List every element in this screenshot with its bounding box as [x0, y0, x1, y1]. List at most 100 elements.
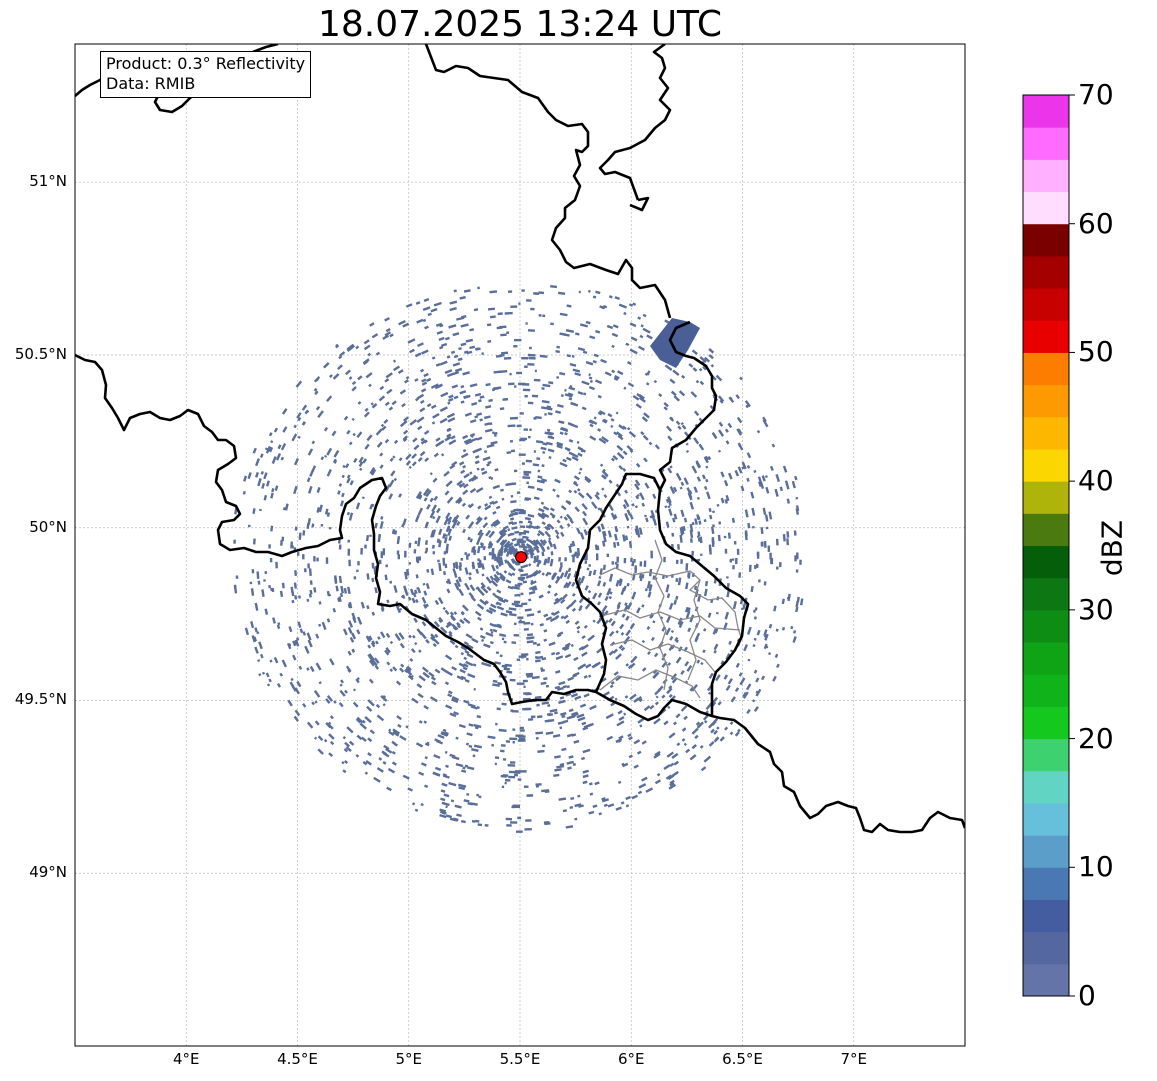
echo-pixel [464, 582, 470, 591]
echo-pixel [442, 606, 446, 611]
echo-pixel [421, 666, 429, 673]
echo-pixel [631, 794, 639, 800]
echo-pixel [499, 557, 504, 566]
echo-pixel [253, 538, 256, 545]
echo-pixel [414, 514, 420, 523]
echo-pixel [633, 655, 638, 660]
echo-pixel [528, 598, 532, 602]
echo-pixel [388, 406, 394, 411]
echo-pixel [517, 582, 523, 586]
echo-pixel [235, 575, 239, 579]
echo-pixel [402, 322, 410, 328]
echo-pixel [420, 762, 427, 767]
echo-pixel [347, 650, 352, 656]
echo-pixel [592, 804, 598, 808]
echo-pixel [523, 428, 529, 431]
echo-pixel [550, 322, 554, 326]
echo-pixel [565, 692, 572, 697]
echo-pixel [443, 536, 448, 544]
echo-pixel [756, 551, 760, 559]
echo-pixel [550, 551, 554, 556]
echo-pixel [667, 505, 671, 509]
echo-pixel [468, 576, 472, 581]
echo-pixel [379, 452, 384, 457]
echo-pixel [613, 542, 617, 548]
echo-pixel [435, 362, 441, 367]
echo-pixel [558, 681, 566, 686]
echo-pixel [417, 692, 424, 699]
echo-pixel [364, 771, 369, 775]
echo-pixel [717, 701, 722, 706]
echo-pixel [457, 576, 462, 583]
echo-pixel [626, 360, 632, 365]
echo-pixel [281, 536, 285, 542]
echo-pixel [775, 474, 781, 482]
echo-pixel [581, 756, 586, 761]
echo-pixel [556, 494, 560, 498]
echo-pixel [606, 553, 610, 558]
echo-pixel [544, 530, 551, 538]
echo-pixel [254, 646, 259, 654]
echo-pixel [716, 726, 720, 730]
echo-pixel [629, 662, 636, 669]
echo-pixel [668, 693, 673, 698]
echo-pixel [653, 717, 661, 725]
echo-pixel [308, 568, 312, 576]
echo-pixel [724, 428, 729, 433]
echo-pixel [665, 627, 671, 636]
echo-pixel [631, 503, 635, 507]
echo-pixel [306, 667, 310, 671]
echo-pixel [463, 394, 469, 399]
echo-pixel [462, 766, 466, 770]
echo-pixel [725, 684, 731, 691]
echo-pixel [259, 653, 264, 659]
echo-pixel [524, 828, 532, 831]
echo-pixel [634, 565, 638, 570]
echo-pixel [509, 517, 515, 521]
echo-pixel [691, 727, 699, 735]
echo-pixel [492, 683, 500, 687]
echo-pixel [637, 790, 643, 795]
echo-pixel [610, 457, 615, 462]
echo-pixel [556, 376, 560, 379]
echo-pixel [670, 390, 677, 397]
echo-pixel [618, 303, 627, 309]
echo-pixel [471, 637, 479, 644]
echo-pixel [392, 365, 401, 372]
echo-pixel [304, 409, 309, 415]
echo-pixel [628, 303, 634, 307]
echo-pixel [471, 547, 475, 553]
echo-pixel [689, 614, 695, 623]
echo-pixel [664, 364, 673, 371]
echo-pixel [608, 504, 614, 512]
echo-pixel [531, 569, 539, 576]
echo-pixel [414, 352, 422, 358]
echo-pixel [444, 534, 448, 538]
echo-pixel [615, 579, 620, 587]
echo-pixel [445, 704, 453, 710]
echo-pixel [524, 608, 532, 612]
echo-pixel [351, 632, 357, 640]
echo-pixel [536, 703, 540, 707]
echo-pixel [344, 759, 349, 764]
echo-pixel [551, 515, 556, 519]
echo-pixel [738, 572, 742, 578]
echo-pixel [309, 665, 315, 673]
echo-pixel [556, 345, 560, 349]
echo-pixel [463, 438, 472, 444]
echo-pixel [445, 580, 450, 584]
echo-pixel [475, 586, 479, 590]
echo-pixel [589, 379, 593, 383]
echo-pixel [502, 774, 509, 777]
echo-pixel [498, 549, 502, 553]
echo-pixel [444, 750, 448, 754]
echo-pixel [688, 490, 693, 495]
echo-pixel [548, 435, 553, 439]
echo-pixel [736, 416, 743, 424]
echo-pixel [348, 620, 354, 628]
echo-pixel [628, 430, 637, 438]
echo-pixel [509, 439, 513, 443]
echo-pixel [643, 560, 647, 567]
echo-pixel [471, 401, 478, 406]
colorbar-segment [1023, 513, 1069, 546]
